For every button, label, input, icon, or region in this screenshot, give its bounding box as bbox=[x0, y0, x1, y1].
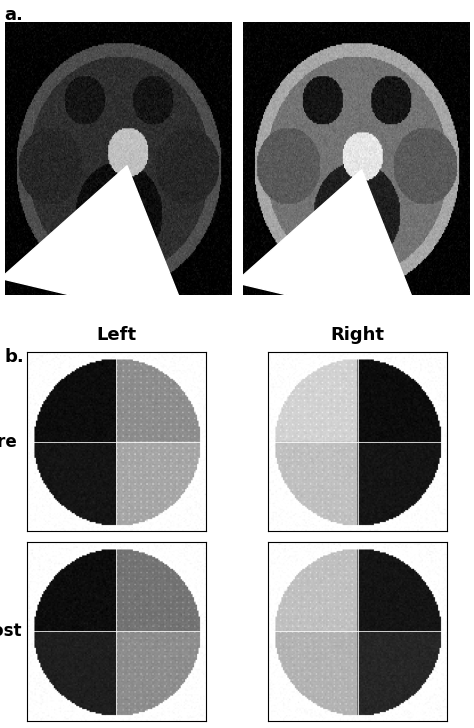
Text: b.: b. bbox=[5, 348, 25, 365]
Text: Pre: Pre bbox=[0, 432, 17, 451]
Text: Left: Left bbox=[96, 325, 137, 344]
Text: a.: a. bbox=[5, 6, 24, 23]
Text: Right: Right bbox=[330, 325, 384, 344]
Text: Post: Post bbox=[0, 622, 22, 641]
